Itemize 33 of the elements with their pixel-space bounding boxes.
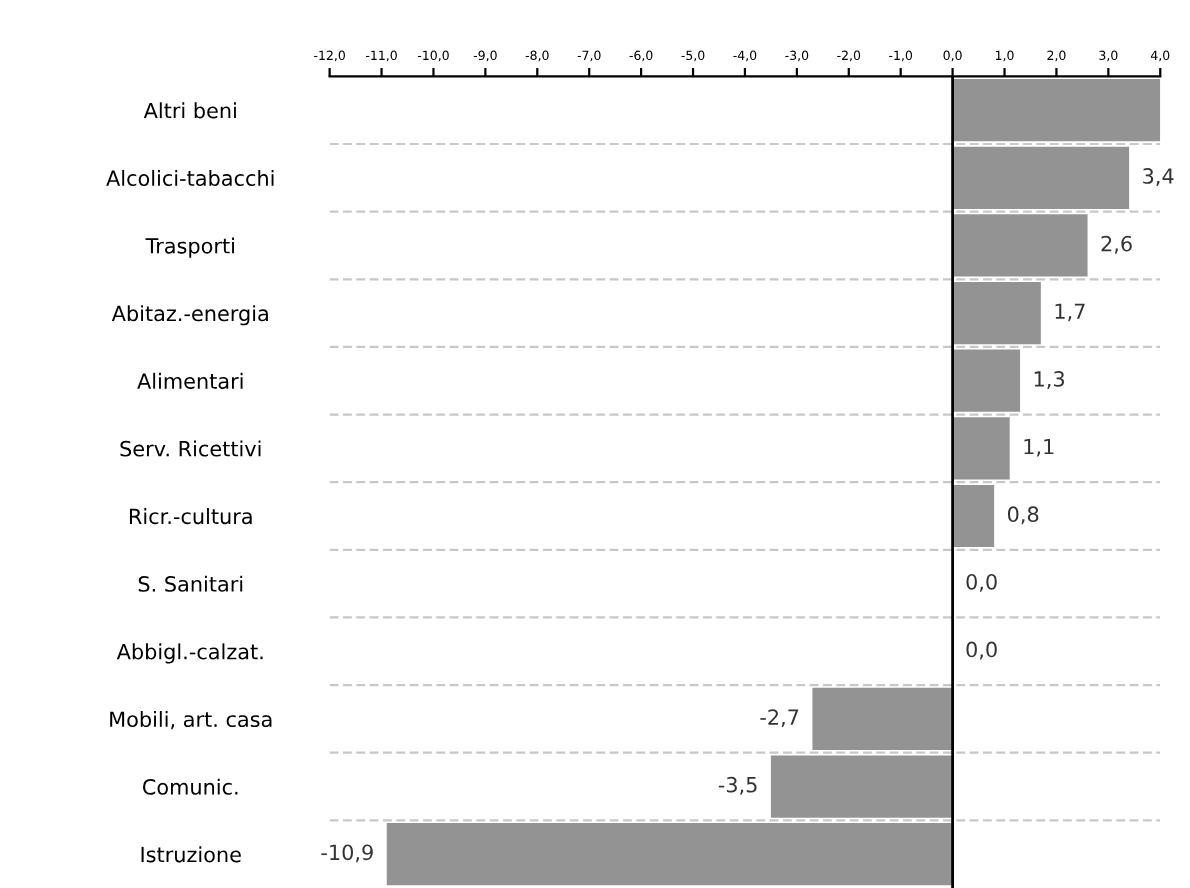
data-label: 2,6 [1101, 235, 1132, 254]
data-label: 0,0 [966, 573, 997, 592]
y-tick-label: Abbigl.-calzat. [116, 643, 263, 664]
bar [952, 417, 1010, 480]
bar [952, 484, 995, 548]
y-tick-label: Altri beni [143, 102, 236, 119]
y-tick-label: Serv. Ricettivi [120, 440, 261, 457]
bar [952, 146, 1130, 209]
y-tick-label: Trasporti [145, 237, 234, 258]
data-label: -10,9 [321, 844, 373, 863]
y-tick-label: Alcolici-tabacchi [106, 169, 274, 187]
y-tick-label: Abitaz.-energia [111, 305, 268, 326]
bar [770, 755, 953, 818]
data-label: -3,5 [718, 776, 757, 795]
y-tick-label: Mobili, art. casa [110, 710, 272, 730]
bar [952, 349, 1021, 412]
bar [952, 214, 1088, 277]
y-tick-label: S. Sanitari [138, 575, 243, 592]
bar [386, 823, 953, 886]
y-tick-label: Alimentari [137, 372, 243, 389]
y-tick-label: Istruzione [141, 846, 241, 863]
data-label: 0,0 [966, 641, 997, 660]
data-label: -2,7 [760, 709, 799, 728]
y-tick-label: Comunic. [142, 778, 238, 795]
data-label: 1,3 [1034, 371, 1064, 389]
data-label: 0,8 [1007, 506, 1039, 525]
bar [952, 79, 1161, 142]
bar [812, 687, 953, 751]
data-label: 1,1 [1024, 438, 1054, 457]
y-tick-label: Ricr.-cultura [129, 508, 252, 525]
bar [952, 281, 1041, 345]
data-label: 3,4 [1143, 168, 1174, 186]
data-label: 1,7 [1055, 303, 1085, 322]
